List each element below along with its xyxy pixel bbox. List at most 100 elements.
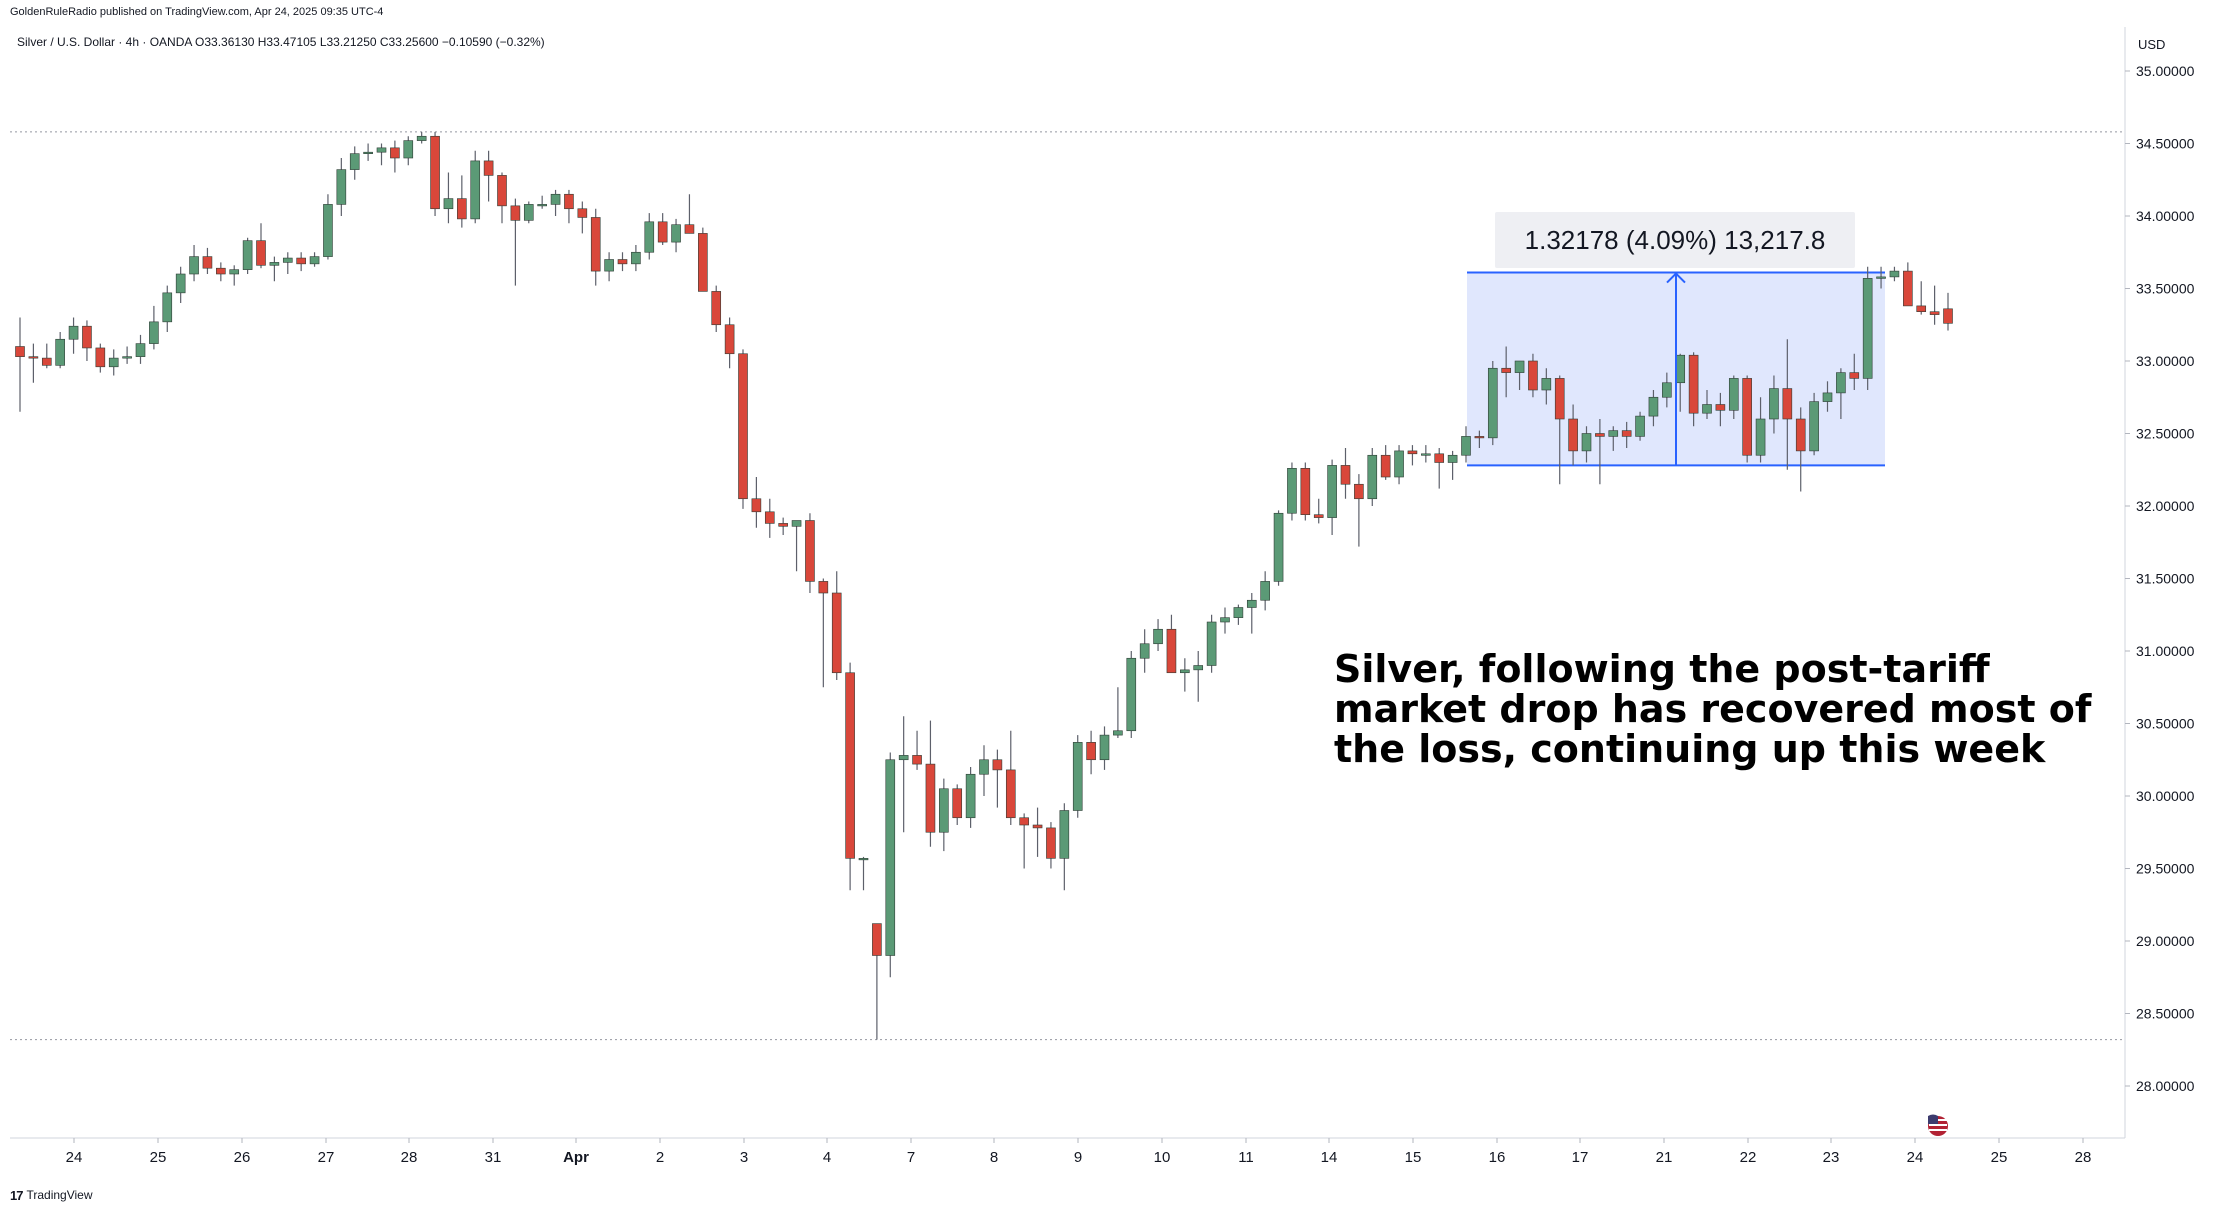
candle bbox=[443, 172, 454, 224]
candle-body-down bbox=[764, 511, 775, 524]
candle bbox=[162, 285, 173, 332]
measure-arrow-head bbox=[1666, 272, 1686, 284]
candle bbox=[175, 266, 186, 303]
candle bbox=[189, 245, 199, 282]
candle bbox=[82, 320, 92, 361]
candle-body-up bbox=[149, 321, 159, 344]
time-tick-label: 2 bbox=[656, 1149, 664, 1166]
time-axis[interactable]: 24 25 26 27 28 31 Apr 2 3 4 7 8 9 10 11 14 15 16 17 21 22 23 2… bbox=[10, 1137, 2125, 1166]
candle-body-down bbox=[845, 672, 855, 859]
plot-area[interactable] bbox=[10, 27, 2125, 1138]
candle-body-up bbox=[1180, 669, 1190, 674]
candle-body-up bbox=[68, 325, 79, 340]
symbol-info[interactable]: Silver / U.S. Dollar · 4h · OANDA O33.36… bbox=[17, 35, 545, 49]
candle bbox=[564, 189, 574, 224]
candle bbox=[1139, 629, 1150, 673]
candle bbox=[537, 195, 547, 209]
price-axis[interactable]: 35.00000 34.50000 34.00000 33.50000 33.00000… bbox=[2124, 27, 2195, 1138]
candle-body-down bbox=[202, 256, 213, 269]
publish-note: GoldenRuleRadio published on TradingView… bbox=[10, 6, 384, 18]
candle bbox=[1876, 266, 1886, 289]
candles bbox=[15, 131, 1953, 1040]
footer-brand[interactable]: 17 TradingView bbox=[10, 1186, 93, 1204]
candle-body-up bbox=[631, 251, 641, 265]
candle-body-up bbox=[1648, 396, 1659, 417]
candle-body-down bbox=[1474, 436, 1485, 439]
candle-body-down bbox=[1166, 628, 1177, 674]
candle bbox=[1688, 352, 1699, 427]
candle-body-down bbox=[590, 217, 601, 272]
candle-body-down bbox=[497, 175, 507, 207]
measure-overlay: 1.32178 (4.09%) 13,217.8 bbox=[1495, 212, 1855, 466]
time-tick-label: 31 bbox=[485, 1149, 502, 1166]
candle bbox=[15, 317, 25, 412]
candle-body-down bbox=[738, 353, 748, 500]
candle-body-down bbox=[1916, 305, 1927, 312]
candle bbox=[1193, 651, 1204, 702]
candle-body-up bbox=[671, 224, 681, 243]
candle-body-up bbox=[470, 160, 481, 220]
time-tick-label: 7 bbox=[907, 1149, 915, 1166]
candle-body-up bbox=[1702, 404, 1712, 414]
candle bbox=[1782, 339, 1793, 470]
candle bbox=[1287, 462, 1297, 521]
candle bbox=[497, 172, 507, 224]
candle bbox=[831, 571, 842, 680]
candle bbox=[818, 578, 829, 688]
candle-body-up bbox=[644, 221, 655, 253]
annotation-line: market drop has recovered most of bbox=[1334, 687, 2092, 731]
candle-body-down bbox=[1621, 430, 1632, 437]
candle bbox=[791, 520, 802, 572]
candle bbox=[912, 730, 922, 770]
candle-body-up bbox=[1889, 270, 1900, 278]
candle bbox=[898, 716, 909, 833]
time-tick-label: 26 bbox=[234, 1149, 251, 1166]
candle-body-up bbox=[189, 256, 199, 275]
candle bbox=[1447, 450, 1458, 480]
candle bbox=[242, 237, 253, 274]
candle bbox=[872, 923, 882, 1040]
price-tick-label: 34.00000 bbox=[2136, 208, 2195, 224]
candle bbox=[617, 252, 628, 272]
candle bbox=[1862, 266, 1873, 390]
candle-body-up bbox=[1755, 418, 1766, 456]
candle-body-down bbox=[1903, 270, 1913, 307]
candle-body-up bbox=[1273, 512, 1284, 582]
candle-body-down bbox=[1501, 367, 1511, 373]
candle bbox=[1059, 803, 1070, 891]
candle bbox=[684, 194, 695, 234]
candle-body-down bbox=[564, 193, 574, 210]
candle bbox=[1046, 822, 1056, 869]
us-flag-icon[interactable] bbox=[1928, 1114, 1948, 1136]
candle-body-up bbox=[1876, 276, 1886, 279]
candle-body-down bbox=[684, 224, 695, 234]
candle bbox=[430, 131, 440, 216]
candle bbox=[1702, 390, 1712, 419]
price-tick-label: 30.00000 bbox=[2136, 788, 2195, 804]
candle bbox=[28, 343, 39, 383]
candle bbox=[1836, 368, 1846, 419]
candle-body-down bbox=[1434, 453, 1445, 463]
candle bbox=[363, 143, 373, 161]
candle-body-up bbox=[1327, 465, 1337, 518]
candle bbox=[939, 778, 949, 852]
candle bbox=[604, 252, 614, 282]
candle-body-down bbox=[1354, 483, 1364, 500]
candle-body-up bbox=[1193, 665, 1204, 671]
candle-body-up bbox=[1541, 378, 1552, 391]
candle-body-up bbox=[1072, 742, 1083, 811]
candle-body-down bbox=[216, 267, 226, 275]
candle bbox=[952, 784, 963, 825]
candle bbox=[1233, 604, 1244, 625]
candle-body-up bbox=[1126, 657, 1137, 732]
candle-body-down bbox=[1019, 817, 1029, 826]
candle-body-down bbox=[1929, 311, 1940, 315]
candle-body-up bbox=[1367, 454, 1378, 500]
time-tick-label: 8 bbox=[990, 1149, 998, 1166]
candle bbox=[309, 252, 320, 267]
candle-body-up bbox=[162, 292, 173, 323]
time-tick-label: 24 bbox=[66, 1149, 83, 1166]
candle-body-up bbox=[1260, 581, 1270, 601]
candle-body-up bbox=[269, 262, 280, 266]
